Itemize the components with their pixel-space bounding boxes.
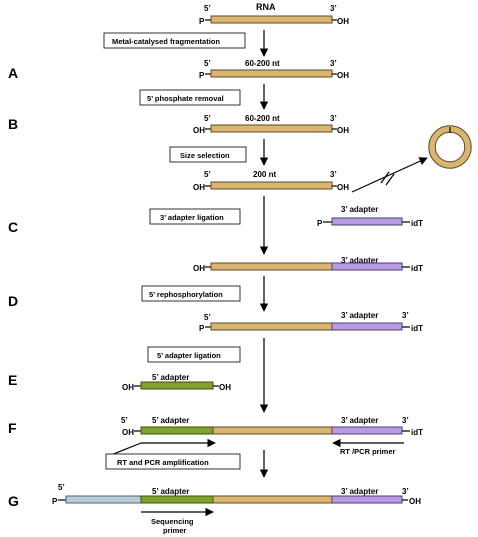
fragment-200nt: 5’ 200 nt 3’ OH OH xyxy=(193,170,349,192)
sequencing-primer-label-1: Sequencing xyxy=(151,517,194,526)
step-box-rt-pcr: RT and PCR amplification xyxy=(105,453,241,470)
svg-text:60-200 nt: 60-200 nt xyxy=(245,59,280,68)
svg-text:5’: 5’ xyxy=(121,416,128,425)
rna-molecule: 5’ RNA 3’ P OH xyxy=(199,2,349,26)
svg-text:idT: idT xyxy=(411,324,423,333)
svg-text:3’: 3’ xyxy=(402,311,409,320)
rna-strand xyxy=(210,15,333,24)
step-box-rephosphorylation: 5’ rephosphorylation xyxy=(141,285,241,302)
step-label-d: D xyxy=(8,293,18,309)
svg-text:5’: 5’ xyxy=(204,59,211,68)
step-box-fragmentation: Metal-catalysed fragmentation xyxy=(103,32,246,49)
svg-text:5’ rephosphorylation: 5’ rephosphorylation xyxy=(149,290,223,299)
fragment-b: 5’ 60-200 nt 3’ OH OH xyxy=(193,114,349,135)
step-box-phosphate-removal: 5’ phosphate removal xyxy=(139,89,241,106)
step-label-b: B xyxy=(8,116,18,132)
svg-text:5’: 5’ xyxy=(58,483,65,492)
rna-with-3-adapter: 3’ adapter OH idT xyxy=(193,256,423,273)
blocked-circularization xyxy=(351,125,472,193)
svg-text:OH: OH xyxy=(219,383,231,392)
svg-text:5’: 5’ xyxy=(204,170,211,179)
svg-text:RT and PCR amplification: RT and PCR amplification xyxy=(117,458,209,467)
svg-text:P: P xyxy=(52,497,58,506)
step-box-5-adapter-ligation: 5’ adapter ligation xyxy=(147,346,241,363)
svg-text:OH: OH xyxy=(337,126,349,135)
svg-text:3’: 3’ xyxy=(330,114,337,123)
fragment-a: 5’ 60-200 nt 3’ P OH xyxy=(199,59,349,80)
svg-text:5’ adapter: 5’ adapter xyxy=(152,416,189,425)
svg-text:idT: idT xyxy=(411,219,423,228)
svg-text:3’: 3’ xyxy=(330,170,337,179)
svg-text:5’ adapter ligation: 5’ adapter ligation xyxy=(157,351,221,360)
svg-text:OH: OH xyxy=(193,183,205,192)
step-box-3-adapter-ligation: 3’ adapter ligation xyxy=(149,208,241,225)
adapter-ligated-construct: 5’ 5’ adapter 3’ adapter 3’ OH idT xyxy=(121,416,423,437)
svg-text:OH: OH xyxy=(193,264,205,273)
svg-text:3’ adapter: 3’ adapter xyxy=(341,256,378,265)
svg-text:P: P xyxy=(199,324,205,333)
svg-text:OH: OH xyxy=(337,17,349,26)
svg-text:P: P xyxy=(199,17,205,26)
svg-text:Metal-catalysed fragmentation: Metal-catalysed fragmentation xyxy=(112,37,220,46)
svg-text:3’: 3’ xyxy=(402,487,409,496)
svg-text:idT: idT xyxy=(411,428,423,437)
svg-text:OH: OH xyxy=(409,497,421,506)
svg-text:OH: OH xyxy=(337,71,349,80)
rt-pcr-primer-label: RT /PCR primer xyxy=(340,447,396,456)
rephosphorylated-fragment: 5’ 3’ adapter 3’ P idT xyxy=(199,311,423,333)
step-label-g: G xyxy=(8,493,19,509)
svg-text:5’ adapter: 5’ adapter xyxy=(152,373,189,382)
step-box-size-selection: Size selection xyxy=(169,146,247,163)
svg-text:200 nt: 200 nt xyxy=(253,170,276,179)
svg-text:3’: 3’ xyxy=(330,59,337,68)
svg-text:5’: 5’ xyxy=(204,4,211,13)
svg-text:OH: OH xyxy=(193,126,205,135)
svg-text:OH: OH xyxy=(337,183,349,192)
svg-text:3’ adapter: 3’ adapter xyxy=(341,205,378,214)
svg-text:3’ adapter: 3’ adapter xyxy=(341,487,378,496)
svg-text:3’: 3’ xyxy=(330,4,337,13)
svg-text:5’ adapter: 5’ adapter xyxy=(152,487,189,496)
svg-text:idT: idT xyxy=(411,264,423,273)
extension-segment xyxy=(65,495,142,504)
step-label-e: E xyxy=(8,372,17,388)
svg-text:3’ adapter: 3’ adapter xyxy=(341,416,378,425)
step-label-c: C xyxy=(8,219,18,235)
step-label-a: A xyxy=(8,65,18,81)
svg-text:3’ adapter ligation: 3’ adapter ligation xyxy=(160,213,224,222)
svg-text:5’ phosphate removal: 5’ phosphate removal xyxy=(147,94,224,103)
step-label-f: F xyxy=(8,420,17,436)
svg-text:3’: 3’ xyxy=(402,416,409,425)
svg-text:OH: OH xyxy=(122,428,134,437)
svg-text:Size selection: Size selection xyxy=(180,151,230,160)
svg-text:5’: 5’ xyxy=(204,114,211,123)
free-5-adapter: 5’ adapter OH OH xyxy=(122,373,231,392)
free-3-adapter: 3’ adapter P idT xyxy=(317,205,423,228)
svg-text:P: P xyxy=(317,219,323,228)
sequencing-library: 5’ 5’ adapter 3’ adapter 3’ P OH xyxy=(52,483,421,506)
sequencing-primer-label-2: primer xyxy=(163,526,186,535)
svg-text:P: P xyxy=(199,71,205,80)
rna-label: RNA xyxy=(256,2,276,12)
svg-text:OH: OH xyxy=(122,383,134,392)
svg-text:5’: 5’ xyxy=(204,313,211,322)
svg-text:60-200 nt: 60-200 nt xyxy=(245,114,280,123)
svg-text:3’ adapter: 3’ adapter xyxy=(341,311,378,320)
